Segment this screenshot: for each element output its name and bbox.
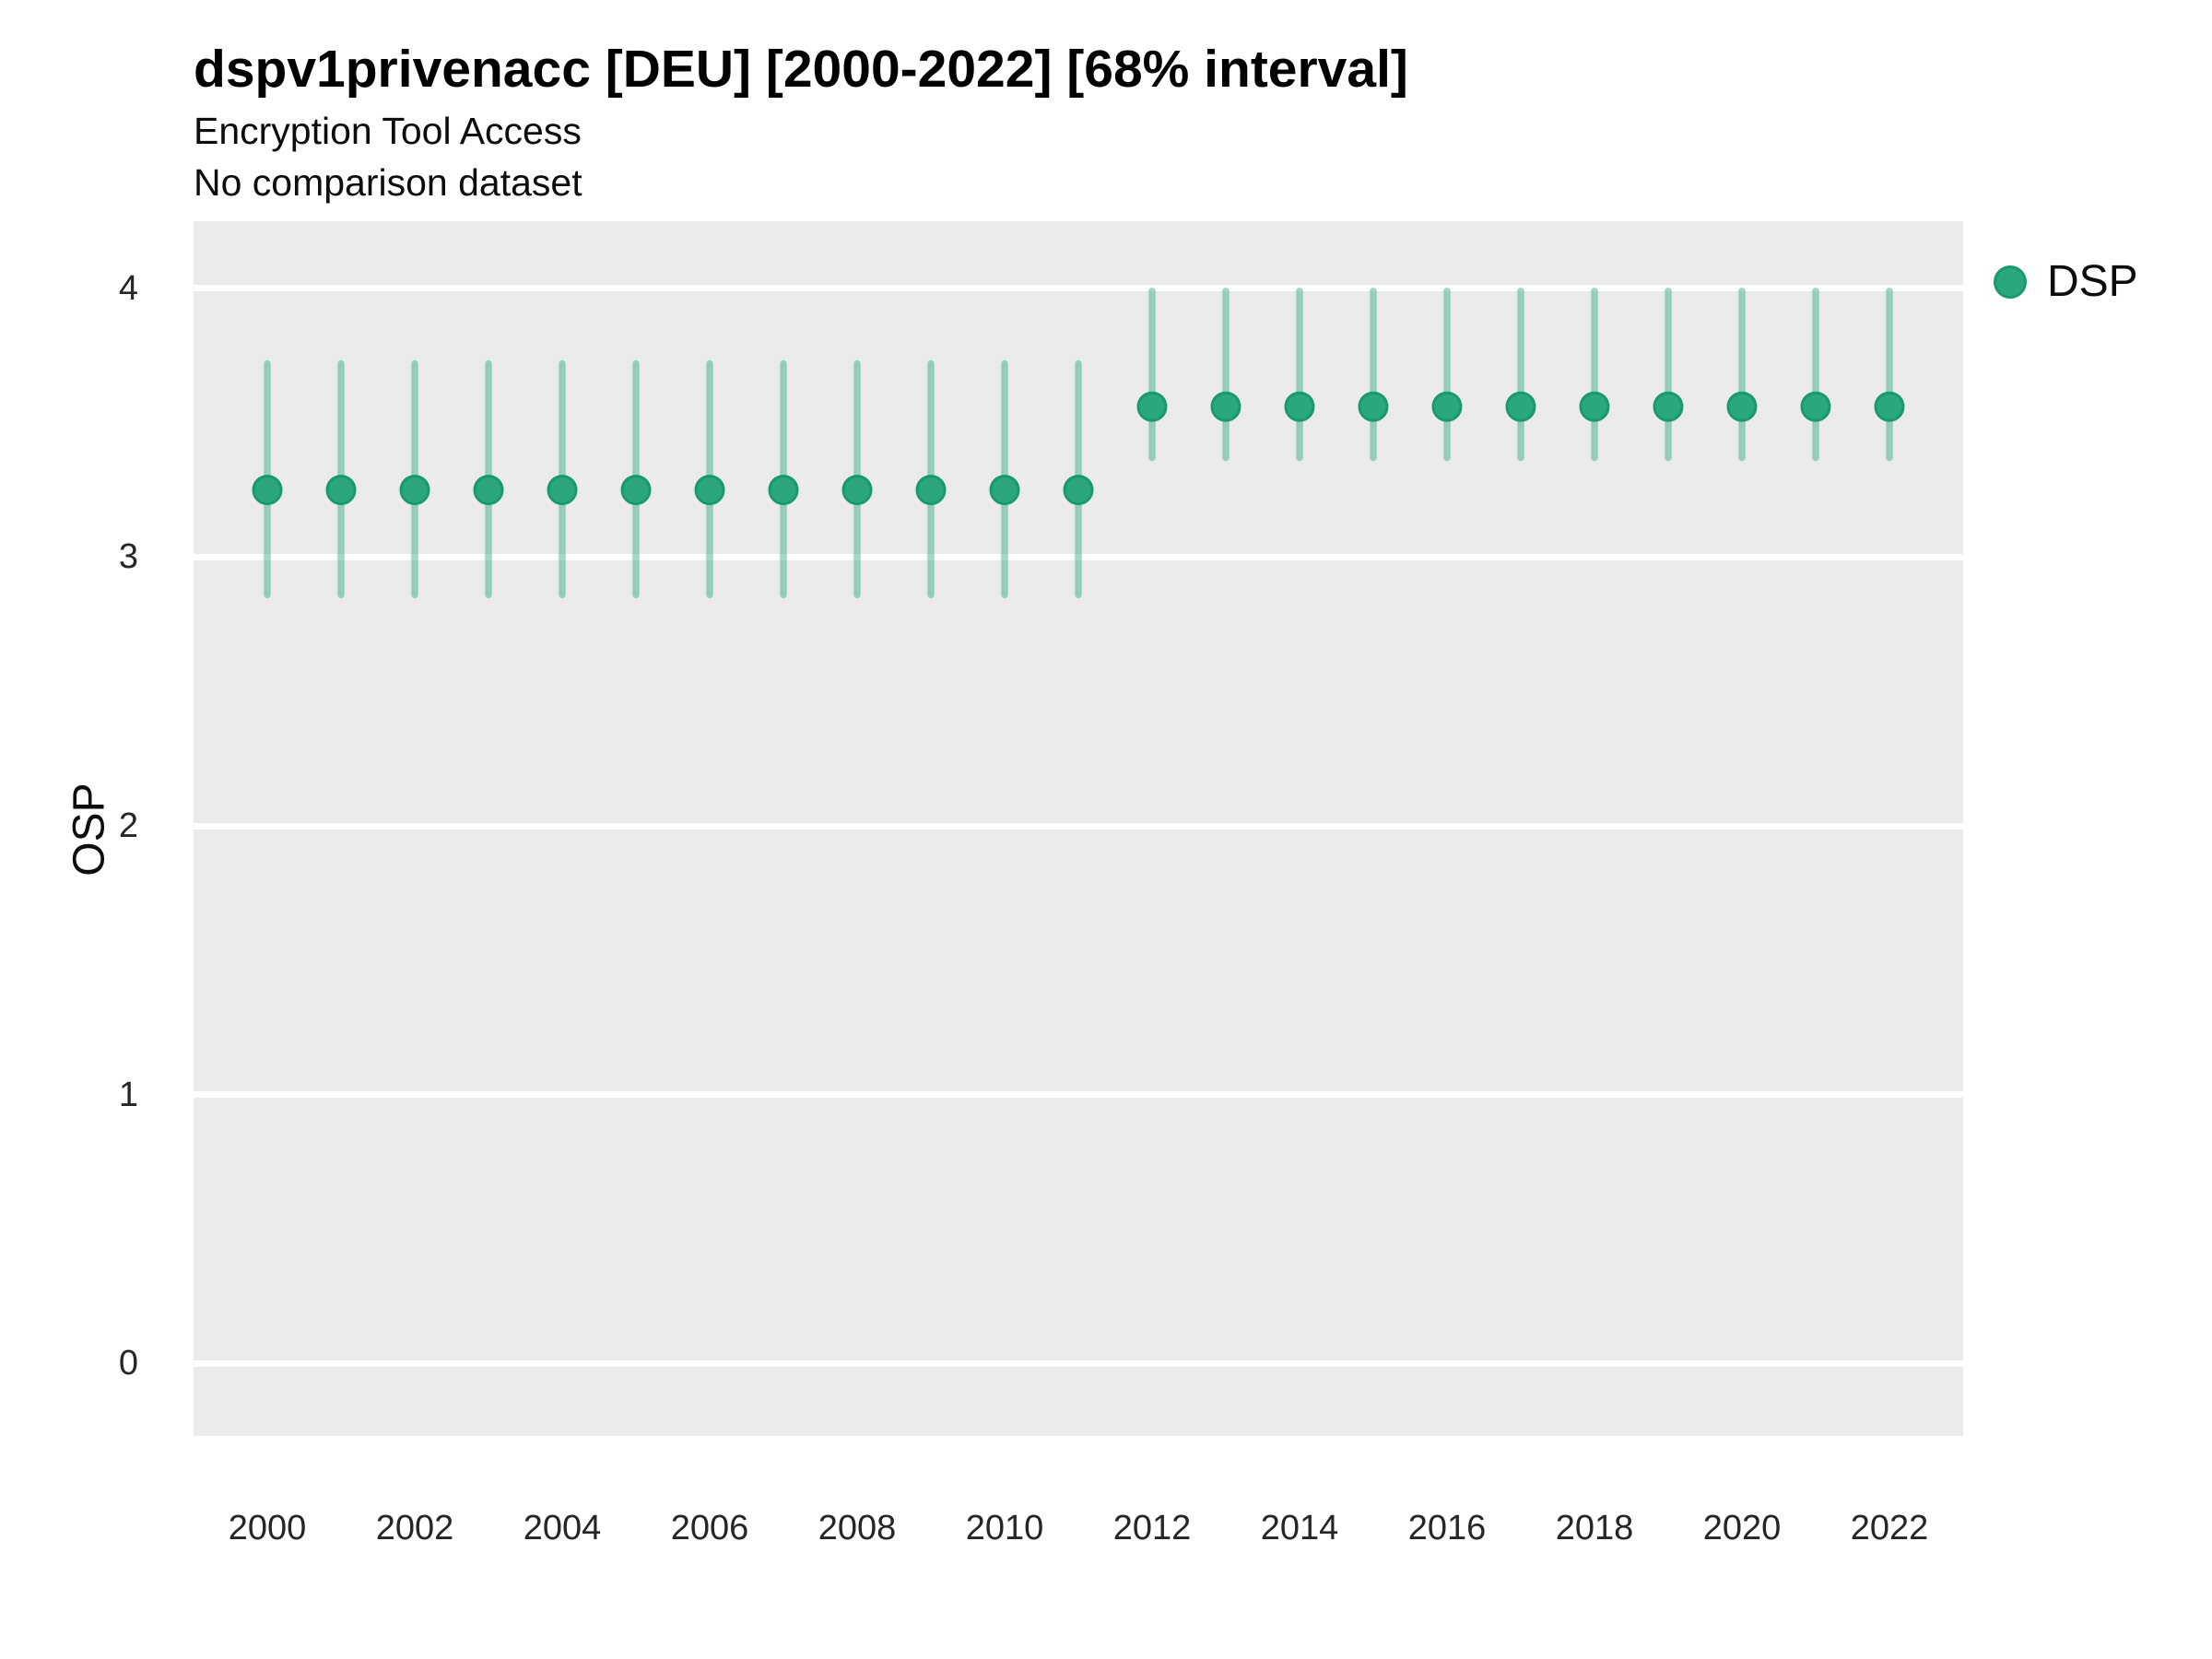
x-tick-label-2000: 2000 xyxy=(228,1509,307,1547)
data-point-2013 xyxy=(1210,391,1241,422)
data-point-2005 xyxy=(620,475,652,506)
y-tick-label-0: 0 xyxy=(118,1344,138,1383)
data-point-2009 xyxy=(915,475,947,506)
x-tick-label-2016: 2016 xyxy=(1407,1509,1487,1547)
legend: DSP xyxy=(1994,256,2138,307)
gridline-y-3 xyxy=(194,553,1963,560)
plot-panel xyxy=(194,221,1963,1436)
gridline-y-1 xyxy=(194,1091,1963,1099)
data-point-2012 xyxy=(1136,391,1168,422)
data-point-2010 xyxy=(989,475,1020,506)
data-point-2001 xyxy=(325,475,357,506)
data-point-2020 xyxy=(1726,391,1758,422)
x-tick-label-2018: 2018 xyxy=(1555,1509,1634,1547)
x-tick-label-2006: 2006 xyxy=(670,1509,749,1547)
data-point-2021 xyxy=(1800,391,1831,422)
data-point-2002 xyxy=(399,475,430,506)
gridline-y-0 xyxy=(194,1359,1963,1367)
chart-title: dspv1privenacc [DEU] [2000-2022] [68% in… xyxy=(194,40,1408,99)
x-tick-label-2004: 2004 xyxy=(523,1509,602,1547)
data-point-2004 xyxy=(547,475,578,506)
x-tick-label-2010: 2010 xyxy=(965,1509,1044,1547)
data-point-2022 xyxy=(1874,391,1905,422)
data-point-2014 xyxy=(1284,391,1315,422)
gridline-y-2 xyxy=(194,822,1963,830)
x-tick-label-2008: 2008 xyxy=(818,1509,897,1547)
legend-point-icon xyxy=(1994,265,2027,299)
x-tick-label-2020: 2020 xyxy=(1702,1509,1782,1547)
x-tick-label-2022: 2022 xyxy=(1850,1509,1929,1547)
data-point-2008 xyxy=(841,475,873,506)
y-tick-label-1: 1 xyxy=(118,1075,138,1114)
data-point-2018 xyxy=(1579,391,1610,422)
data-point-2011 xyxy=(1063,475,1094,506)
x-tick-label-2014: 2014 xyxy=(1260,1509,1339,1547)
gridline-y-4 xyxy=(194,285,1963,292)
data-point-2019 xyxy=(1653,391,1684,422)
data-point-2017 xyxy=(1505,391,1536,422)
legend-series-label: DSP xyxy=(2047,257,2138,306)
y-tick-label-4: 4 xyxy=(118,268,138,308)
x-tick-label-2002: 2002 xyxy=(375,1509,454,1547)
data-point-2003 xyxy=(473,475,504,506)
data-point-2000 xyxy=(252,475,283,506)
comparison-note: No comparison dataset xyxy=(194,161,582,204)
y-tick-label-3: 3 xyxy=(118,537,138,577)
x-tick-label-2012: 2012 xyxy=(1112,1509,1192,1547)
data-point-2016 xyxy=(1431,391,1463,422)
data-layer xyxy=(252,288,1905,599)
data-point-2015 xyxy=(1358,391,1389,422)
data-point-2006 xyxy=(694,475,725,506)
y-tick-label-2: 2 xyxy=(118,806,138,846)
chart-subtitle: Encryption Tool Access xyxy=(194,110,582,152)
data-point-2007 xyxy=(768,475,799,506)
